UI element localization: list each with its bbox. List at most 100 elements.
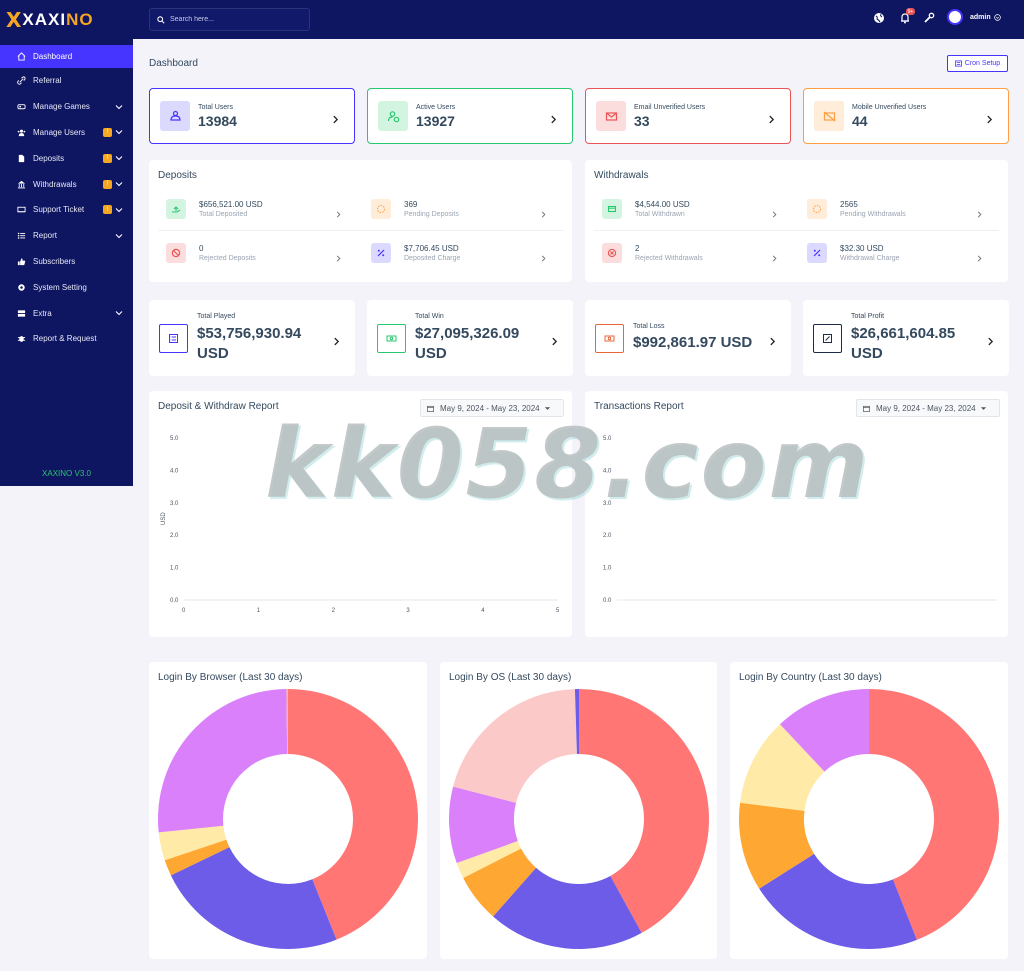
brand-logo[interactable]: X XAXINO	[0, 0, 133, 40]
users-icon	[16, 127, 26, 137]
caret-down-icon	[980, 406, 986, 410]
total-played-card[interactable]: Total Played $53,756,930.94 USD	[149, 300, 355, 376]
deposits-title: Deposits	[158, 170, 197, 181]
chevron-down-icon	[993, 13, 1001, 21]
total-users-icon	[160, 101, 190, 131]
stat-value: 33	[634, 112, 650, 129]
logo-text-b: NO	[66, 10, 94, 29]
sidebar-item-label: Manage Users	[33, 127, 86, 137]
sidebar-item-system-setting[interactable]: System Setting	[0, 274, 133, 300]
admin-name: admin	[970, 13, 991, 21]
total-profit-icon	[813, 324, 842, 353]
chevron-right-icon[interactable]	[549, 111, 558, 124]
search-box[interactable]	[149, 8, 310, 31]
page-title: Dashboard	[149, 58, 198, 69]
sidebar-item-report[interactable]: Report	[0, 223, 133, 249]
withdrawals-item-total-withdrawn[interactable]: $4,544.00 USD Total Withdrawn	[594, 189, 790, 229]
item-label: Total Withdrawn	[635, 211, 685, 218]
chevron-down-icon	[115, 232, 123, 240]
chevron-down-icon	[115, 154, 123, 162]
chevron-right-icon[interactable]	[335, 205, 342, 218]
sidebar-item-deposits[interactable]: Deposits!	[0, 145, 133, 171]
withdrawals-panel: Withdrawals $4,544.00 USD Total Withdrawn…	[585, 160, 1008, 282]
version-label: XAXINO V3.0	[42, 469, 91, 478]
times-circle-icon	[602, 243, 622, 263]
stat-value: 44	[852, 112, 868, 129]
transactions-date-range[interactable]: May 9, 2024 - May 23, 2024	[856, 399, 1000, 417]
sidebar-item-report-request[interactable]: Report & Request	[0, 326, 133, 352]
chevron-right-icon[interactable]	[550, 333, 559, 346]
hand-money-icon	[166, 199, 186, 219]
sidebar-item-extra[interactable]: Extra	[0, 300, 133, 326]
wrench-icon[interactable]	[923, 11, 935, 23]
item-value: $4,544.00 USD	[635, 200, 690, 209]
ticket-icon	[16, 205, 26, 215]
sidebar-item-label: Report & Request	[33, 334, 97, 344]
home-icon	[16, 52, 26, 62]
sidebar-item-label: Manage Games	[33, 102, 90, 112]
deposits-item-total-deposited[interactable]: $656,521.00 USD Total Deposited	[158, 189, 354, 229]
sidebar-item-subscribers[interactable]: Subscribers	[0, 249, 133, 275]
sidebar-item-label: Referral	[33, 76, 62, 86]
total-profit-card[interactable]: Total Profit $26,661,604.85 USD	[803, 300, 1009, 376]
withdrawals-item-withdrawal-charge[interactable]: $32.30 USD Withdrawal Charge	[799, 233, 995, 273]
thumbs-up-icon	[16, 256, 26, 266]
list-icon	[954, 60, 962, 67]
sidebar-item-dashboard[interactable]: Dashboard	[0, 45, 133, 68]
deposits-item-pending-deposits[interactable]: 369 Pending Deposits	[363, 189, 559, 229]
bug-icon	[16, 334, 26, 344]
globe-icon[interactable]	[873, 11, 885, 23]
sidebar-item-withdrawals[interactable]: Withdrawals!	[0, 171, 133, 197]
deposits-item-deposited-charge[interactable]: $7,706.45 USD Deposited Charge	[363, 233, 559, 273]
chevron-right-icon[interactable]	[767, 111, 776, 124]
deposit-withdraw-date-range[interactable]: May 9, 2024 - May 23, 2024	[420, 399, 564, 417]
notification-badge: 9+	[906, 8, 915, 15]
total-loss-card[interactable]: Total Loss $992,861.97 USD	[585, 300, 791, 376]
chevron-right-icon[interactable]	[335, 249, 342, 262]
admin-menu[interactable]: admin	[947, 9, 1001, 25]
chevron-right-icon[interactable]	[771, 249, 778, 262]
chevron-right-icon[interactable]	[976, 205, 983, 218]
chevron-right-icon[interactable]	[768, 333, 777, 346]
deposit-withdraw-report-title: Deposit & Withdraw Report	[158, 401, 279, 412]
total-users-card[interactable]: Total Users 13984	[149, 88, 355, 144]
chevron-right-icon[interactable]	[771, 205, 778, 218]
chevron-right-icon[interactable]	[976, 249, 983, 262]
list-icon	[16, 231, 26, 241]
total-win-card[interactable]: Total Win $27,095,326.09 USD	[367, 300, 573, 376]
sidebar-item-referral[interactable]: Referral	[0, 68, 133, 94]
chevron-right-icon[interactable]	[332, 333, 341, 346]
active-users-card[interactable]: Active Users 13927	[367, 88, 573, 144]
sidebar-item-manage-users[interactable]: Manage Users!	[0, 120, 133, 146]
item-label: Total Deposited	[199, 211, 248, 218]
sidebar-item-support-ticket[interactable]: Support Ticket!	[0, 197, 133, 223]
bell-icon[interactable]: 9+	[899, 8, 915, 24]
mobile-unverified-users-card[interactable]: Mobile Unverified Users 44	[803, 88, 1009, 144]
email-unverified-users-card[interactable]: Email Unverified Users 33	[585, 88, 791, 144]
search-input[interactable]	[170, 16, 300, 23]
chevron-right-icon[interactable]	[540, 249, 547, 262]
chevron-right-icon[interactable]	[540, 205, 547, 218]
chevron-right-icon[interactable]	[331, 111, 340, 124]
item-value: 2	[635, 244, 640, 253]
link-icon	[16, 76, 26, 86]
warning-badge: !	[103, 127, 112, 137]
warning-badge: !	[103, 153, 112, 163]
total-played-icon	[159, 324, 188, 353]
calendar-icon	[427, 405, 434, 412]
cron-setup-label: Cron Setup	[964, 60, 1001, 67]
chevron-right-icon[interactable]	[985, 111, 994, 124]
logo-x: X	[6, 8, 22, 32]
chevron-right-icon[interactable]	[986, 333, 995, 346]
total-win-icon	[377, 324, 406, 353]
percent-icon	[371, 243, 391, 263]
sidebar-item-manage-games[interactable]: Manage Games	[0, 94, 133, 120]
withdrawals-item-rejected-withdrawals[interactable]: 2 Rejected Withdrawals	[594, 233, 790, 273]
withdrawals-item-pending-withdrawals[interactable]: 2565 Pending Withdrawals	[799, 189, 995, 229]
active-users-icon	[378, 101, 408, 131]
login-by-country-panel: Login By Country (Last 30 days)	[730, 662, 1008, 959]
divider	[594, 230, 999, 231]
sidebar-nav: Dashboard Referral Manage Games Manage User…	[0, 45, 133, 352]
cron-setup-button[interactable]: Cron Setup	[947, 55, 1008, 72]
deposits-item-rejected-deposits[interactable]: 0 Rejected Deposits	[158, 233, 354, 273]
